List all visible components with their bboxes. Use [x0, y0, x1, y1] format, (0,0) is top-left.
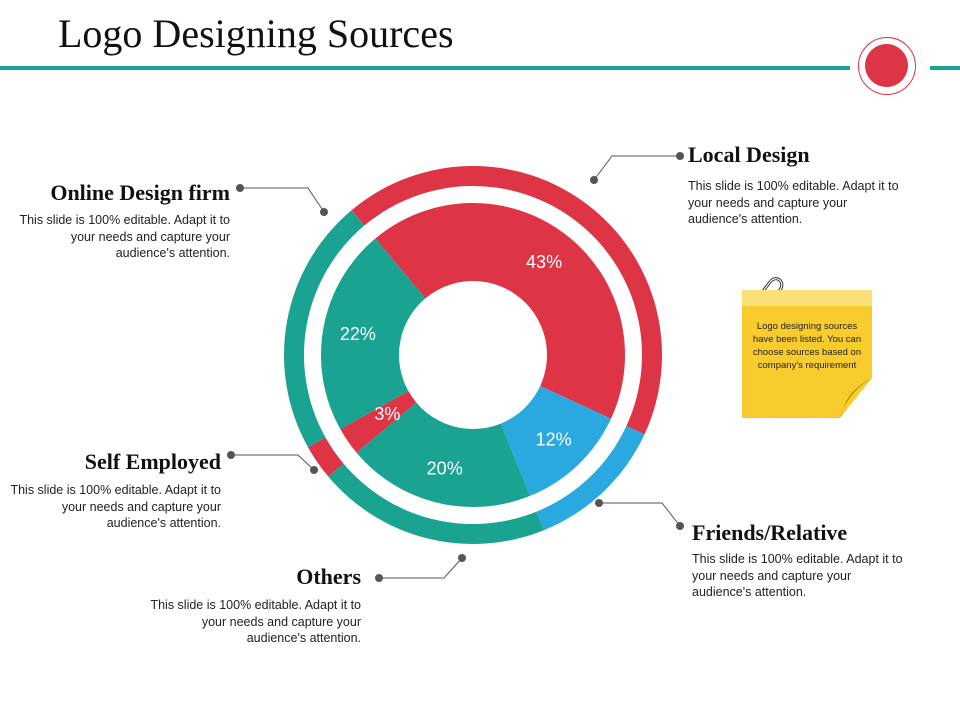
leader-online-design-firm [240, 187, 325, 213]
outer-arc-others [328, 463, 544, 544]
label-online-design-firm-title: Online Design firm [50, 180, 230, 205]
sticky-note [742, 290, 872, 418]
donut-hole [399, 281, 547, 429]
label-local-design-title: Local Design [688, 142, 810, 167]
leader-dots [227, 152, 684, 582]
value-label-local-design: 43% [526, 252, 562, 272]
dot [310, 466, 318, 474]
label-others-title: Others [296, 564, 361, 589]
sticky-note-text: Logo designing sources have been listed.… [752, 321, 862, 371]
label-others-desc: This slide is 100% editable. Adapt it to… [150, 598, 361, 645]
leader-local-design [593, 155, 680, 181]
leader-lines [231, 155, 681, 579]
dot [458, 554, 466, 562]
dot [227, 451, 235, 459]
value-label-online-design-firm: 22% [340, 324, 376, 344]
dot [676, 522, 684, 530]
dot [236, 184, 244, 192]
dot [320, 208, 328, 216]
label-friends-relative-title: Friends/Relative [692, 520, 848, 545]
outer-arc-online-design-firm [284, 210, 365, 448]
label-friends-relative-desc: This slide is 100% editable. Adapt it to… [692, 552, 903, 599]
dot [375, 574, 383, 582]
outer-arc-friends-relative [536, 425, 645, 531]
label-local-design-desc: This slide is 100% editable. Adapt it to… [688, 179, 899, 226]
dot [595, 499, 603, 507]
label-online-design-firm-desc: This slide is 100% editable. Adapt it to… [19, 213, 230, 260]
label-self-employed-title: Self Employed [84, 449, 221, 474]
value-label-friends-relative: 12% [536, 430, 572, 450]
outer-arc-local-design [351, 166, 662, 435]
header-rule [0, 66, 850, 70]
red-circle-badge [858, 37, 916, 95]
slice-online-design-firm [321, 238, 473, 430]
dot [590, 176, 598, 184]
leader-others [379, 557, 463, 579]
value-label-self-employed: 3% [374, 404, 400, 424]
outer-ring [284, 166, 662, 544]
label-self-employed-desc: This slide is 100% editable. Adapt it to… [10, 483, 221, 530]
value-labels: 43% 12% 20% 3% 22% [340, 252, 572, 478]
dot [676, 152, 684, 160]
page-title: Logo Designing Sources [58, 11, 454, 56]
header-rule-right [930, 66, 960, 70]
leader-self-employed [231, 454, 315, 471]
leader-friends-relative [599, 502, 681, 527]
outer-arc-self-employed [308, 437, 344, 477]
value-label-others: 20% [427, 459, 463, 479]
